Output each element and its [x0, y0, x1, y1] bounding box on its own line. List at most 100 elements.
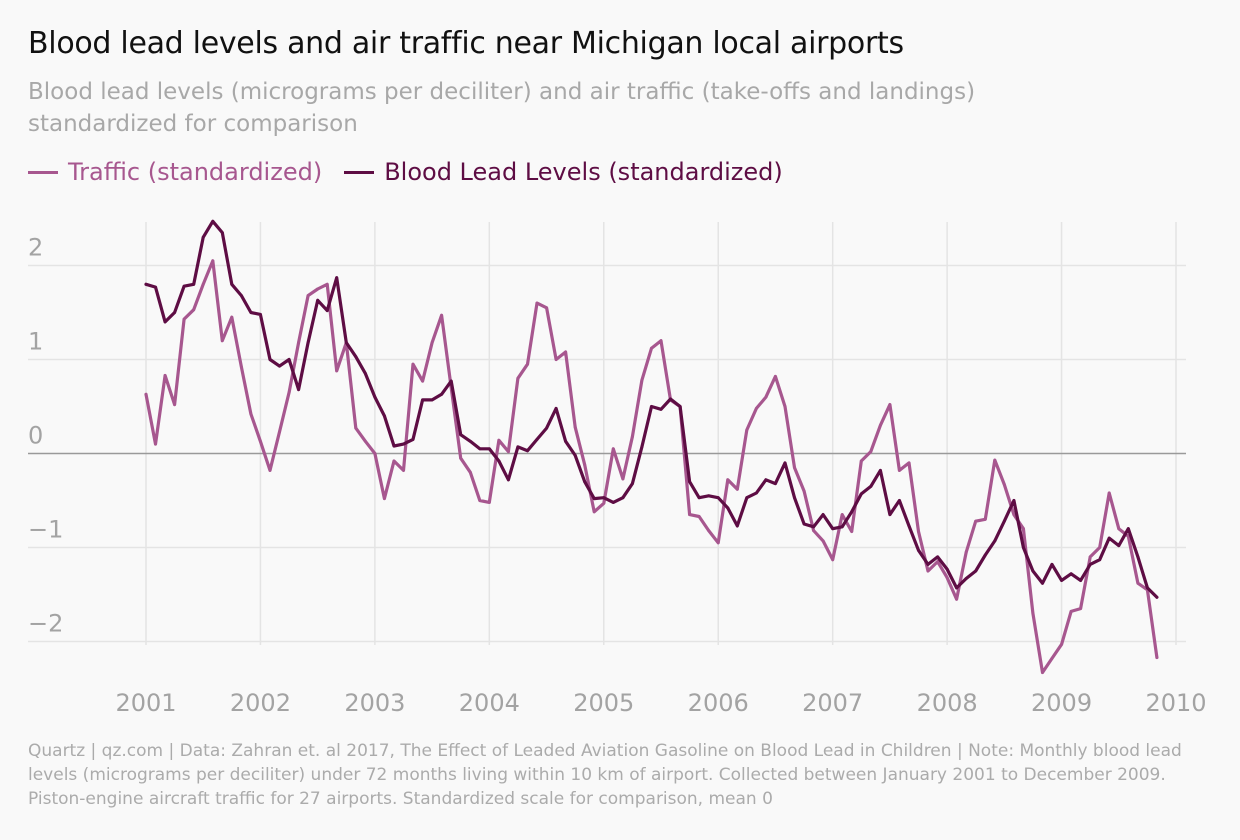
data-point-blood-lead [945, 567, 949, 571]
data-point-traffic [240, 365, 243, 369]
data-point-traffic [726, 478, 730, 482]
data-point-blood-lead [354, 355, 358, 359]
data-point-blood-lead [1155, 595, 1159, 599]
data-point-blood-lead [421, 398, 424, 402]
data-point-traffic [316, 287, 320, 291]
data-point-traffic [383, 497, 386, 500]
data-point-traffic [1088, 555, 1092, 559]
data-point-blood-lead [306, 341, 310, 344]
data-point-traffic [859, 459, 863, 463]
data-point-traffic [1012, 513, 1016, 516]
data-point-blood-lead [650, 405, 653, 408]
data-point-traffic [907, 461, 911, 465]
data-point-blood-lead [259, 313, 262, 316]
data-point-blood-lead [1041, 581, 1044, 585]
data-point-blood-lead [1050, 563, 1054, 566]
data-point-traffic [1098, 546, 1102, 549]
data-point-blood-lead [573, 454, 577, 457]
data-point-traffic [497, 438, 501, 442]
data-point-blood-lead [611, 501, 615, 504]
data-point-traffic [1079, 607, 1082, 610]
points-traffic [144, 259, 1159, 674]
data-point-traffic [983, 517, 987, 521]
data-point-blood-lead [955, 586, 958, 590]
data-point-traffic [402, 469, 405, 472]
data-point-traffic [592, 510, 596, 514]
x-tick-label: 2003 [344, 689, 405, 717]
data-point-traffic [545, 306, 548, 310]
data-point-traffic [793, 466, 796, 469]
x-tick-label: 2005 [573, 689, 634, 717]
data-point-traffic [831, 558, 835, 562]
data-point-traffic [917, 530, 920, 533]
data-point-blood-lead [640, 445, 644, 449]
data-point-blood-lead [592, 497, 596, 500]
data-point-blood-lead [297, 388, 300, 391]
data-point-blood-lead [964, 577, 968, 580]
y-tick-label: 1 [28, 328, 43, 356]
data-point-blood-lead [602, 496, 606, 500]
data-point-blood-lead [869, 485, 873, 488]
data-point-blood-lead [974, 569, 978, 573]
data-point-blood-lead [783, 461, 787, 465]
data-point-traffic [774, 375, 777, 378]
legend-label-traffic: Traffic (standardized) [68, 158, 323, 186]
data-point-blood-lead [793, 496, 796, 500]
data-point-blood-lead [287, 358, 291, 361]
data-point-traffic [306, 294, 310, 297]
data-point-traffic [821, 539, 825, 543]
data-point-traffic [869, 450, 873, 453]
data-point-blood-lead [383, 414, 386, 418]
data-point-blood-lead [1079, 579, 1082, 582]
data-point-blood-lead [735, 524, 739, 528]
data-point-blood-lead [316, 298, 320, 302]
data-point-blood-lead [144, 282, 148, 286]
data-point-blood-lead [707, 494, 711, 498]
data-point-traffic [1060, 642, 1063, 646]
data-point-traffic [564, 350, 567, 354]
series-line-blood-lead [144, 219, 1159, 599]
data-point-blood-lead [192, 282, 196, 286]
x-tick-label: 2002 [230, 689, 291, 717]
data-point-blood-lead [907, 524, 911, 528]
data-point-blood-lead [831, 527, 835, 531]
data-point-blood-lead [154, 285, 157, 289]
data-point-traffic [201, 282, 205, 286]
data-point-blood-lead [621, 496, 625, 500]
data-point-traffic [430, 341, 434, 344]
data-point-blood-lead [268, 358, 272, 361]
data-point-traffic [888, 403, 892, 406]
data-point-blood-lead [459, 433, 463, 437]
data-point-blood-lead [1126, 527, 1130, 531]
data-point-traffic [373, 452, 377, 455]
data-point-traffic [249, 412, 253, 416]
data-point-blood-lead [879, 469, 882, 472]
data-point-blood-lead [468, 439, 472, 443]
data-point-traffic [926, 569, 930, 573]
data-point-traffic [325, 282, 329, 286]
data-point-traffic [583, 463, 587, 467]
data-point-blood-lead [812, 525, 815, 529]
data-point-traffic [478, 499, 482, 502]
x-tick-label: 2001 [115, 689, 176, 717]
data-point-traffic [640, 378, 644, 382]
data-point-traffic [688, 513, 691, 516]
data-point-traffic [220, 339, 224, 343]
tick-labels: 2001 2002 2003 2004 2005 2006 2007 2008 2009 2010… [28, 234, 1207, 718]
data-point-traffic [526, 362, 529, 366]
data-point-blood-lead [774, 482, 777, 485]
data-point-blood-lead [688, 480, 691, 484]
x-tick-label: 2010 [1145, 689, 1206, 717]
data-point-traffic [1155, 656, 1159, 659]
data-point-blood-lead [678, 405, 682, 408]
data-point-blood-lead [440, 392, 443, 396]
data-point-traffic [974, 519, 978, 523]
data-point-traffic [230, 315, 234, 319]
data-point-traffic [335, 369, 339, 373]
x-tick-label: 2008 [917, 689, 978, 717]
data-point-traffic [268, 469, 272, 472]
data-point-traffic [364, 439, 367, 443]
data-point-traffic [936, 560, 939, 563]
data-point-blood-lead [373, 395, 377, 399]
